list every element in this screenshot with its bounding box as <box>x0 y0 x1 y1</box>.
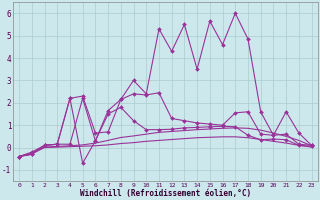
X-axis label: Windchill (Refroidissement éolien,°C): Windchill (Refroidissement éolien,°C) <box>80 189 251 198</box>
